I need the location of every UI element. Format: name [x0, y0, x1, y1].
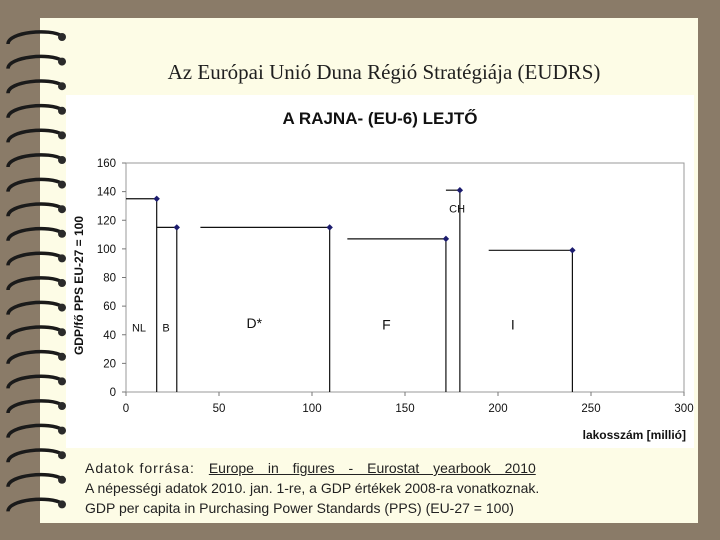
spiral-ring	[6, 30, 63, 45]
plot-border	[125, 162, 685, 393]
gdp-note: GDP per capita in Purchasing Power Stand…	[85, 500, 514, 516]
spiral-hole	[58, 82, 66, 91]
series-label: CH	[449, 203, 465, 215]
x-tick-label: 200	[488, 403, 507, 415]
y-tick-label: 160	[97, 158, 116, 170]
y-axis-label: GDP/fő PPS EU-27 = 100	[72, 216, 86, 355]
spiral-ring	[6, 300, 63, 316]
spiral-ring	[6, 399, 63, 414]
data-point	[153, 195, 160, 202]
spiral-ring	[6, 423, 63, 439]
series-label: I	[511, 316, 515, 332]
x-tick-label: 0	[123, 403, 129, 415]
spiral-hole	[58, 180, 66, 189]
spiral-hole	[58, 57, 66, 66]
spiral-ring	[6, 177, 63, 193]
y-tick-label: 0	[110, 387, 116, 399]
spiral-hole	[58, 451, 66, 460]
spiral-ring	[6, 128, 63, 144]
y-tick-label: 60	[103, 301, 116, 313]
data-point	[442, 235, 450, 243]
spiral-hole	[58, 229, 66, 238]
spiral-ring	[6, 153, 63, 168]
chart-svg: A RAJNA- (EU-6) LEJTŐ 0 20 40 60 80 100 120 140 1…	[72, 109, 694, 442]
spiral-ring	[6, 202, 63, 217]
footer-notes: Adatok forrása: Europe in figures - Euro…	[85, 458, 695, 518]
spiral-binding-icon	[6, 30, 66, 513]
series-label: B	[162, 322, 169, 334]
spiral-hole	[58, 131, 66, 140]
spiral-hole	[58, 402, 66, 410]
x-tick-label: 250	[581, 403, 600, 415]
population-note: A népességi adatok 2010. jan. 1-re, a GD…	[85, 480, 540, 496]
data-point	[569, 247, 576, 254]
spiral-ring	[6, 54, 63, 70]
source-link[interactable]: Europe in figures - Eurostat yearbook 20…	[208, 460, 536, 476]
spiral-hole	[58, 352, 66, 361]
x-axis-label: lakosszám [millió]	[583, 428, 686, 442]
series-label: F	[382, 316, 391, 332]
y-tick-label: 120	[97, 215, 116, 227]
spiral-hole	[58, 426, 66, 435]
spiral-hole	[58, 156, 66, 164]
spiral-ring	[6, 448, 63, 463]
spiral-ring	[6, 251, 63, 267]
x-tick-label: 300	[674, 403, 693, 415]
y-tick-label: 80	[103, 273, 116, 285]
chart-area: A RAJNA- (EU-6) LEJTŐ 0 20 40 60 80 100 120 140 1…	[66, 95, 694, 448]
spiral-ring	[6, 349, 63, 365]
source-label: Adatok forrása:	[85, 460, 195, 476]
spiral-hole	[58, 279, 66, 287]
spiral-hole	[58, 33, 66, 41]
spiral-ring	[6, 226, 63, 242]
x-tick-label: 100	[302, 403, 321, 415]
y-tick-label: 20	[103, 358, 116, 370]
spiral-hole	[58, 303, 66, 312]
spiral-hole	[58, 377, 66, 386]
spiral-hole	[58, 475, 66, 484]
series-label: D*	[247, 315, 263, 331]
y-tick-label: 40	[103, 330, 116, 342]
spiral-ring	[6, 374, 63, 390]
x-tick-label: 50	[213, 403, 226, 415]
y-tick-label: 100	[97, 244, 116, 256]
y-tick-label: 140	[97, 187, 116, 199]
x-tick-label: 150	[395, 403, 414, 415]
data-point	[456, 186, 464, 194]
spiral-hole	[58, 328, 66, 337]
data-point	[173, 224, 180, 231]
spiral-ring	[6, 472, 63, 488]
slide-title: Az Európai Unió Duna Régió Stratégiája (…	[167, 60, 601, 84]
data-point	[326, 224, 333, 231]
spiral-hole	[58, 500, 66, 509]
spiral-hole	[58, 254, 66, 263]
spiral-hole	[58, 205, 66, 214]
spiral-ring	[6, 103, 63, 119]
spiral-ring	[6, 325, 63, 340]
series-label: NL	[132, 322, 146, 334]
chart-title: A RAJNA- (EU-6) LEJTŐ	[283, 109, 478, 128]
spiral-ring	[6, 276, 63, 291]
spiral-hole	[58, 106, 66, 115]
spiral-ring	[6, 497, 63, 513]
spiral-ring	[6, 79, 63, 94]
